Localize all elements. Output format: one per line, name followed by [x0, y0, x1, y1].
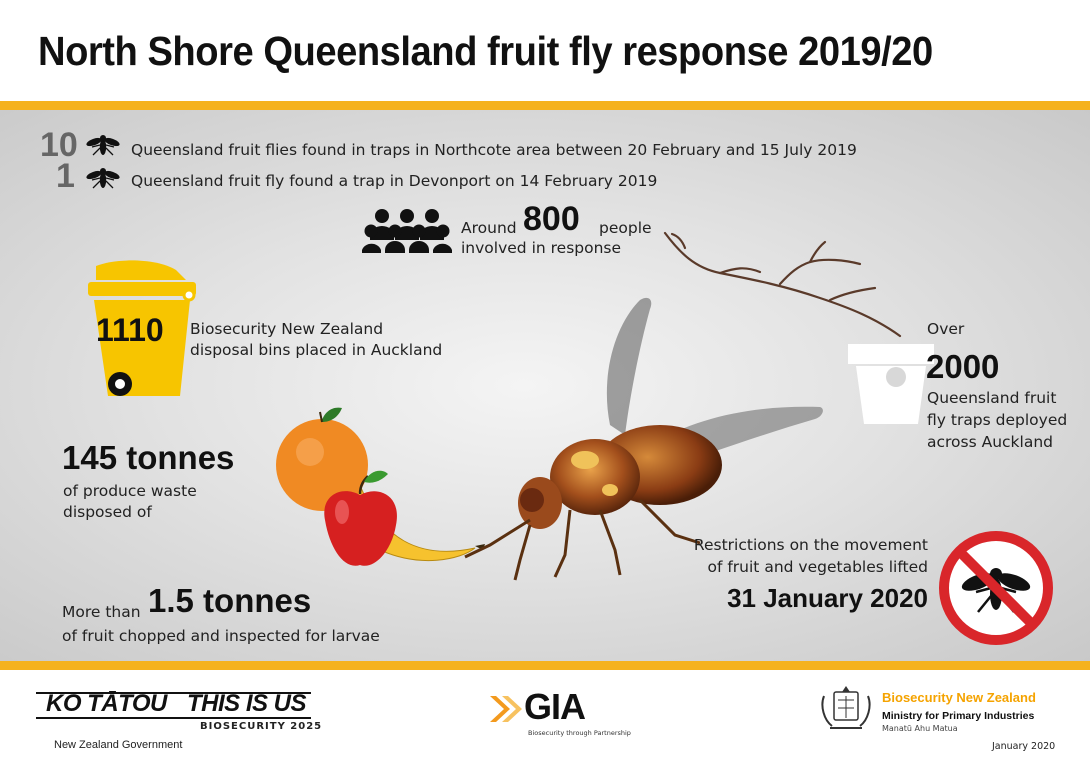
- people-suffix: people: [599, 219, 652, 237]
- restrictions-line2: of fruit and vegetables lifted: [707, 558, 928, 576]
- bins-line2: disposal bins placed in Auckland: [190, 341, 443, 359]
- fly-photo: [464, 297, 823, 581]
- trap-icon: [848, 344, 934, 424]
- mpi-maori: Manatū Ahu Matua: [882, 724, 958, 733]
- twig-illustration: [663, 231, 902, 338]
- people-count: 800: [523, 200, 580, 238]
- footer-date: January 2020: [992, 741, 1056, 752]
- produce-tonnes: 145 tonnes: [62, 439, 235, 476]
- kotatou-underline-top: [36, 692, 311, 694]
- fruit-tonnes: 1.5 tonnes: [148, 582, 312, 619]
- page-title: North Shore Queensland fruit fly respons…: [38, 28, 933, 74]
- produce-line1: of produce waste: [63, 482, 197, 500]
- northcote-text: Queensland fruit flies found in traps in…: [131, 141, 857, 159]
- traps-prefix: Over: [927, 320, 965, 338]
- kotatou-logo-text: KO TĀTOU: [46, 690, 167, 717]
- bnz-name: Biosecurity New Zealand: [882, 690, 1036, 705]
- people-icon: [362, 209, 452, 253]
- footer: [0, 670, 1090, 770]
- thisisus-logo-text: THIS IS US: [187, 690, 307, 717]
- traps-count: 2000: [926, 348, 1000, 385]
- people-prefix: Around: [461, 219, 517, 237]
- traps-line1: Queensland fruit: [927, 389, 1057, 407]
- bin-icon: [88, 260, 196, 396]
- traps-line2: fly traps deployed: [927, 411, 1068, 429]
- gia-logo: [490, 696, 522, 722]
- fruit-icon: [276, 407, 485, 566]
- gia-logo-text: GIA: [524, 686, 586, 727]
- footer-divider: [0, 661, 1090, 670]
- kotatou-underline: [36, 717, 311, 719]
- fly-icon: [86, 135, 120, 156]
- nz-government: New Zealand Government: [54, 739, 183, 751]
- no-fly-icon: [939, 531, 1053, 645]
- biosecurity-2025: BIOSECURITY 2025: [200, 721, 323, 732]
- restrictions-date: 31 January 2020: [727, 583, 928, 613]
- bins-count: 1110: [96, 312, 164, 348]
- header-divider: [0, 101, 1090, 110]
- mpi-name: Ministry for Primary Industries: [882, 710, 1035, 722]
- bins-line1: Biosecurity New Zealand: [190, 320, 384, 338]
- traps-line3: across Auckland: [927, 433, 1054, 451]
- fruit-prefix: More than: [62, 603, 141, 621]
- devonport-count: 1: [56, 157, 75, 195]
- nz-crest-icon: [821, 686, 871, 729]
- produce-line2: disposed of: [63, 503, 152, 521]
- fly-icon: [86, 168, 120, 189]
- northcote-count: 10: [40, 126, 78, 164]
- people-line2: involved in response: [461, 239, 622, 257]
- gia-tagline: Biosecurity through Partnership: [528, 729, 631, 737]
- restrictions-line1: Restrictions on the movement: [693, 536, 928, 554]
- devonport-text: Queensland fruit fly found a trap in Dev…: [131, 172, 658, 190]
- fruit-line2: of fruit chopped and inspected for larva…: [62, 627, 380, 645]
